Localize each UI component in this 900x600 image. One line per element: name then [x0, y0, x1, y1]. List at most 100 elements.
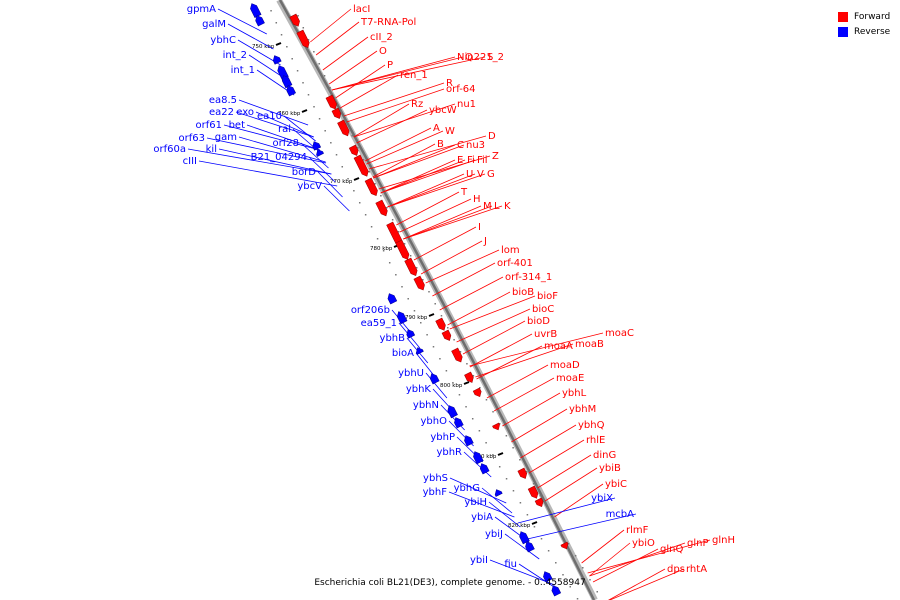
tick-dot	[562, 574, 564, 576]
reverse-gene-label: ybiX	[591, 493, 613, 504]
forward-leader	[476, 345, 543, 380]
feature-arrow	[415, 347, 424, 355]
tick-dot	[567, 543, 570, 545]
tick-dot	[546, 507, 549, 509]
tick-dot	[596, 591, 598, 593]
reverse-leader	[217, 8, 267, 35]
reverse-gene-label: B21_04294	[251, 152, 307, 163]
reverse-feature	[255, 15, 265, 27]
reverse-gene-label: ybhB	[380, 333, 406, 344]
tick-dot	[340, 111, 342, 113]
reverse-leader	[517, 497, 616, 524]
tick-dot	[525, 471, 528, 473]
tick-dot	[376, 238, 379, 240]
forward-leader	[528, 439, 585, 474]
forward-leader	[447, 291, 511, 326]
forward-feature	[331, 107, 342, 119]
reverse-gene-label: bioA	[392, 348, 414, 359]
forward-leader	[396, 191, 460, 226]
reverse-gene-label: cIII	[183, 156, 197, 167]
feature-arrow	[312, 141, 322, 151]
forward-gene-label: bioD	[527, 316, 550, 327]
tick-dot	[492, 454, 494, 456]
reverse-gene-label: ea22	[209, 107, 234, 118]
tick-dot	[452, 382, 454, 384]
tick-label: 750 kbp	[252, 44, 275, 50]
feature-arrow	[364, 177, 378, 197]
tick-dot	[519, 502, 522, 504]
tick-dot	[459, 351, 462, 353]
reverse-feature	[281, 75, 293, 89]
reverse-gene-label: ybhC	[210, 35, 236, 46]
reverse-feature	[312, 141, 322, 151]
tick-dot	[478, 430, 481, 432]
forward-leader	[520, 424, 577, 459]
feature-arrow	[464, 371, 474, 383]
forward-gene-label: ren_1	[400, 70, 428, 81]
forward-feature	[364, 177, 378, 197]
tick-dot	[422, 279, 424, 281]
forward-gene-label: cII_2	[370, 32, 393, 43]
feature-layer	[250, 3, 569, 597]
forward-gene-label: D	[488, 131, 496, 142]
forward-leader	[439, 276, 504, 311]
tick-dot	[395, 274, 397, 276]
forward-leader	[456, 308, 531, 343]
tick-dot	[313, 51, 315, 53]
forward-gene-label: rlmF	[626, 525, 649, 536]
tick-dot	[440, 315, 443, 317]
forward-gene-label: glnQ	[660, 544, 683, 555]
tick-mark	[463, 381, 470, 385]
feature-arrow	[527, 485, 539, 499]
tick-mark	[301, 109, 308, 113]
tick-dot	[519, 459, 521, 461]
reverse-gene-label: ybhP	[430, 432, 455, 443]
tick-mark	[428, 313, 435, 317]
tick-dot	[296, 70, 299, 72]
feature-arrow	[375, 199, 388, 217]
tick-dot	[286, 46, 288, 48]
forward-gene-label: S	[487, 52, 493, 63]
reverse-gene-label: ybhK	[406, 384, 432, 395]
reverse-gene-label: bet	[229, 120, 246, 131]
forward-leader	[373, 144, 456, 179]
tick-dot	[347, 178, 349, 180]
reverse-gene-label: orf63	[179, 133, 205, 144]
forward-leader	[366, 130, 444, 165]
reverse-gene-label: orf28	[273, 138, 299, 149]
tick-dot	[532, 483, 535, 485]
reverse-leader	[323, 185, 350, 212]
forward-leader	[372, 143, 436, 178]
forward-gene-label: ybhM	[569, 404, 596, 415]
tick-dot	[358, 202, 361, 204]
forward-gene-label: ybiO	[632, 538, 655, 549]
reverse-leader	[238, 136, 326, 163]
tick-dot	[407, 298, 409, 300]
reverse-swatch	[838, 26, 848, 37]
reverse-gene-label: gpmA	[187, 4, 216, 15]
reverse-leader	[187, 148, 332, 175]
tick-dot	[498, 423, 501, 425]
reverse-gene-label: ybcV	[297, 181, 322, 192]
forward-leader	[356, 109, 428, 144]
reverse-leader	[463, 451, 492, 478]
tick-dot	[368, 171, 371, 173]
reverse-leader	[218, 148, 332, 175]
tick-dot	[576, 598, 579, 600]
tick-dot	[380, 195, 382, 197]
forward-gene-label: O	[379, 46, 387, 57]
forward-leader	[511, 408, 568, 443]
tick-mark	[497, 452, 504, 456]
reverse-gene-label: int_2	[223, 50, 247, 61]
feature-arrow	[464, 435, 474, 447]
feature-arrow	[255, 15, 265, 27]
reverse-gene-label: ea59_1	[361, 318, 397, 329]
tick-dot	[426, 334, 428, 336]
forward-leader	[587, 539, 711, 574]
feature-arrow	[447, 405, 458, 419]
feature-arrow	[560, 541, 569, 550]
tick-dot	[479, 387, 481, 389]
forward-leader	[373, 144, 465, 179]
feature-arrow	[331, 107, 342, 119]
reverse-leader	[238, 99, 309, 126]
